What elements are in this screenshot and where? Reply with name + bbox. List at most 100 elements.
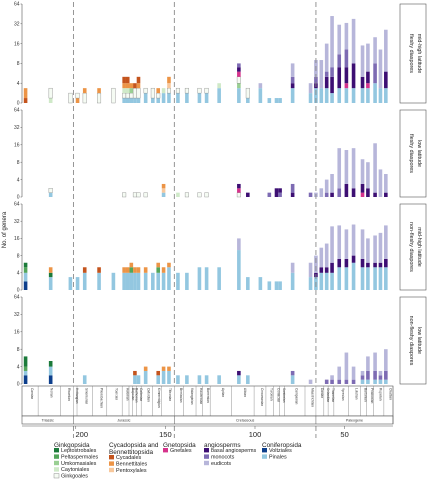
bar-segment-pin	[176, 272, 180, 290]
y-tick-label: 0	[17, 195, 20, 201]
bar-segment-pel	[129, 267, 134, 273]
bar-segment-bas	[246, 192, 250, 197]
y-tick-label: 4	[17, 177, 20, 183]
panel-label: mid-high latitude	[416, 227, 422, 267]
bar-segment-mon	[366, 370, 370, 380]
bar-segment-pin	[366, 379, 370, 384]
bar-stack	[204, 87, 209, 103]
bar-segment-bas	[237, 183, 241, 189]
bar-stack	[97, 267, 101, 290]
legend-swatch-cay	[54, 467, 59, 472]
bar-stack	[133, 267, 137, 290]
bar-segment-pin	[344, 267, 349, 290]
stage-label: Turonian	[270, 388, 274, 401]
bar-stack	[151, 272, 155, 290]
stage-label: Cenomanian	[260, 388, 264, 406]
bar-segment-cay	[161, 88, 166, 94]
bar-segment-bas	[237, 67, 241, 72]
bar-segment-eud	[319, 247, 324, 268]
bar-segment-cyc	[23, 98, 28, 103]
bar-segment-pin	[129, 98, 134, 103]
bar-segment-pin	[68, 277, 73, 290]
bar-segment-pin	[319, 272, 324, 290]
bar-segment-pin	[278, 98, 282, 103]
bar-stack	[246, 375, 250, 384]
period-label: Triassic	[42, 419, 54, 423]
bar-segment-pin	[337, 88, 342, 103]
bar-stack	[143, 192, 148, 198]
bar-segment-pin	[82, 272, 87, 290]
bar-segment-eud	[351, 148, 356, 189]
bar-segment-ben	[122, 267, 126, 273]
y-tick-label: 4	[17, 81, 20, 87]
bar-segment-pin	[129, 272, 134, 290]
bar-stack	[246, 277, 250, 290]
bar-stack	[258, 277, 263, 290]
bar-segment-ben	[156, 88, 161, 94]
bar-segment-pin	[274, 281, 279, 290]
bar-segment-ben	[97, 88, 101, 94]
bar-segment-pin	[185, 375, 189, 384]
bar-stack	[97, 88, 102, 104]
panel-nonfleshy-mid-high: 0 4 8 16 32 64 non-fleshy diaspores mid-high la…	[14, 202, 427, 294]
bar-segment-eud	[330, 173, 334, 193]
bar-stack	[330, 226, 334, 290]
bar-segment-eud	[344, 229, 349, 259]
bar-stack	[236, 63, 241, 103]
bar-stack	[156, 262, 161, 290]
bar-segment-ben	[143, 366, 148, 371]
bar-segment-pin	[185, 93, 189, 103]
bar-segment-pin	[204, 375, 209, 384]
bar-stack	[122, 192, 127, 198]
bar-segment-gin	[111, 87, 116, 104]
bar-segment-gin	[136, 192, 141, 198]
y-axis-label: No. of genera	[2, 211, 8, 248]
panel-label: low latitude	[416, 140, 422, 167]
bar-stack	[111, 272, 116, 290]
bar-segment-ben	[48, 267, 53, 273]
y-tick-label: 64	[14, 2, 20, 8]
bar-segment-ben	[161, 183, 166, 189]
bar-segment-pin	[373, 267, 377, 290]
bar-segment-eud	[308, 379, 313, 384]
bar-segment-eud	[308, 262, 313, 278]
bar-stack	[48, 267, 53, 290]
bar-segment-pin	[324, 88, 329, 103]
bar-stack	[156, 370, 161, 384]
bar-segment-gin	[136, 87, 141, 99]
bar-stack	[366, 162, 370, 197]
bar-segment-eud	[360, 159, 365, 184]
bar-segment-ben	[136, 267, 141, 273]
bar-segment-bas	[351, 188, 356, 197]
bar-segment-pin	[246, 375, 250, 384]
legend: GinkgopsidaLeptostrobalesPeltaspermalesU…	[53, 442, 302, 480]
legend-item-label: Ginkgoales	[61, 474, 88, 480]
period-band	[21, 415, 394, 425]
y-tick-label: 16	[14, 330, 20, 336]
bar-stack	[337, 24, 342, 103]
bar-segment-ben	[167, 366, 171, 371]
bar-segment-bas	[290, 83, 295, 89]
bar-segment-eud	[378, 49, 383, 89]
stage-label: Maastrichtian	[310, 388, 314, 407]
bar-stack	[143, 87, 148, 103]
bar-stack	[290, 63, 295, 103]
bar-stack	[324, 43, 329, 103]
legend-swatch-bas	[204, 448, 209, 453]
bar-segment-eud	[308, 83, 313, 94]
bar-segment-pin	[378, 379, 383, 384]
panel-label: fleshy diaspores	[408, 34, 414, 73]
bar-segment-pel	[156, 267, 161, 273]
bar-segment-gin	[132, 87, 137, 99]
y-tick-label: 32	[14, 219, 20, 225]
stage-label: Albian	[243, 388, 247, 397]
bar-segment-gin	[48, 87, 53, 99]
legend-swatch-pin	[262, 454, 267, 459]
y-tick-label: 4	[17, 364, 20, 370]
bar-segment-pin	[258, 88, 263, 103]
bar-segment-pin	[136, 98, 141, 103]
bar-segment-gin	[75, 92, 80, 99]
bar-segment-pin	[161, 272, 166, 290]
bar-segment-ben	[129, 262, 134, 268]
bar-segment-eud	[366, 238, 370, 263]
